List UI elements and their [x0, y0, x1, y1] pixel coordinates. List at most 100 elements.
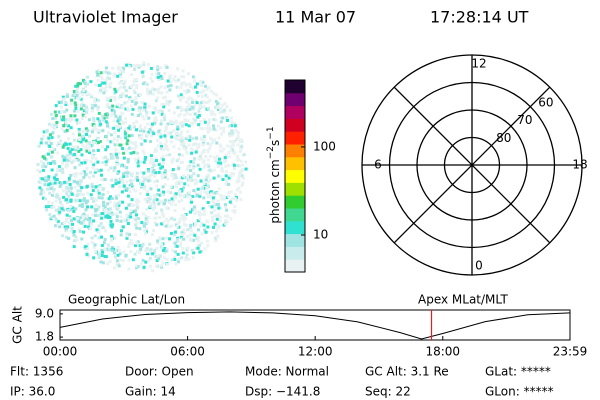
pixel [96, 98, 100, 102]
pixel [233, 166, 237, 170]
pixel [180, 256, 184, 260]
pixel [119, 126, 122, 130]
pixel [86, 191, 90, 195]
pixel [109, 140, 113, 144]
pixel [205, 175, 209, 179]
pixel [88, 144, 92, 148]
pixel [171, 168, 175, 171]
pixel [149, 154, 153, 158]
pixel [125, 166, 129, 169]
pixel [241, 163, 245, 167]
mlt-label: 6 [374, 158, 382, 172]
pixel [115, 152, 118, 156]
tick-label: 100 [313, 139, 336, 153]
mlt-label: 12 [471, 57, 486, 71]
pixel [146, 122, 150, 126]
pixel [147, 216, 151, 219]
pixel [104, 160, 108, 164]
pixel [120, 68, 123, 72]
pixel [83, 247, 87, 250]
pixel [152, 174, 156, 178]
pixel [97, 119, 101, 123]
pixel [125, 169, 129, 173]
pixel [115, 160, 119, 164]
pixel [136, 205, 140, 209]
pixel [187, 179, 191, 183]
pixel [82, 230, 85, 234]
pixel [228, 134, 232, 138]
pixel [72, 92, 76, 96]
pixel [136, 151, 139, 155]
pixel [67, 194, 71, 198]
pixel [94, 203, 98, 207]
pixel [168, 237, 172, 241]
pixel [78, 199, 82, 203]
pixel [132, 121, 136, 125]
pixel [42, 130, 46, 134]
pixel [85, 251, 89, 255]
pixel [43, 179, 47, 182]
pixel [198, 243, 201, 247]
pixel [149, 129, 153, 133]
pixel [155, 149, 159, 153]
pixel [95, 167, 99, 171]
pixel [93, 83, 97, 87]
info-field: GLat: ***** [485, 365, 551, 379]
pixel [165, 85, 169, 89]
pixel [215, 217, 219, 221]
pixel [93, 234, 97, 238]
pixel [111, 66, 115, 70]
mlt-label: 0 [475, 259, 483, 273]
pixel [78, 204, 82, 208]
pixel [207, 180, 210, 184]
pixel [48, 213, 52, 217]
pixel [102, 208, 106, 212]
pixel [134, 233, 138, 237]
pixel [149, 187, 153, 191]
pixel [176, 221, 180, 225]
pixel [80, 221, 84, 225]
pixel [178, 122, 182, 126]
pixel [182, 137, 186, 140]
pixel [113, 266, 116, 270]
pixel [142, 212, 145, 216]
pixel [67, 178, 71, 182]
pixel [134, 145, 138, 149]
pixel [74, 235, 78, 239]
pixel [121, 178, 125, 182]
pixel [187, 124, 191, 128]
pixel [158, 237, 162, 241]
pixel [146, 220, 150, 224]
pixel [186, 119, 190, 123]
pixel [40, 188, 44, 192]
pixel [216, 165, 220, 168]
pixel [184, 83, 188, 87]
pixel [87, 175, 91, 179]
pixel [199, 192, 202, 196]
pixel [137, 108, 141, 112]
pixel [177, 153, 181, 157]
pixel [81, 134, 85, 138]
pixel [181, 121, 185, 125]
pixel [203, 190, 207, 194]
pixel [148, 173, 152, 177]
pixel [101, 118, 105, 122]
pixel [49, 155, 53, 159]
pixel [164, 124, 168, 128]
pixel [160, 144, 163, 148]
pixel [54, 123, 58, 127]
pixel [194, 191, 198, 195]
pixel [97, 84, 101, 87]
pixel [58, 208, 62, 212]
pixel [204, 101, 208, 105]
pixel [123, 79, 127, 83]
pixel [146, 193, 150, 197]
pixel [202, 165, 206, 169]
pixel [99, 194, 103, 198]
pixel [136, 264, 140, 268]
pixel [156, 68, 160, 72]
pixel [56, 151, 60, 155]
pixel [229, 198, 233, 202]
pixel [142, 61, 146, 65]
